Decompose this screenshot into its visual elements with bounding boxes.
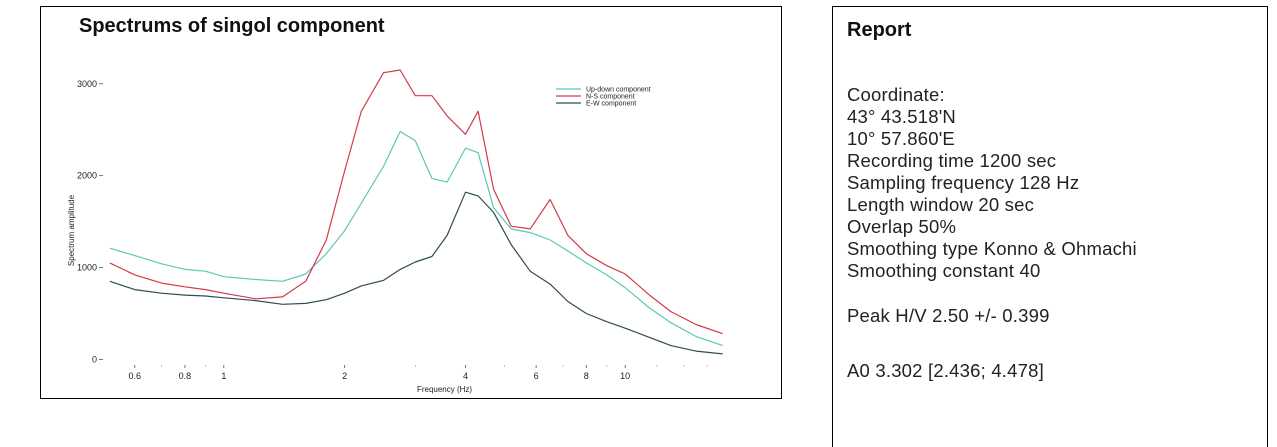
x-tick-label: 4 [463,371,468,381]
y-tick-label: 3000 [77,79,97,89]
report-line: Smoothing type Konno & Ohmachi [847,238,1137,259]
x-axis-label: Frequency (Hz) [417,385,472,394]
legend-entry: Up-down component [586,87,651,94]
report-panel: Report Coordinate: 43° 43.518'N 10° 57.860… [832,6,1268,447]
report-line: 43° 43.518'N [847,106,956,127]
report-line: Peak H/V 2.50 +/- 0.399 [847,305,1050,326]
report-line: Coordinate: [847,84,945,105]
series-line-2 [109,69,723,335]
spectrum-chart: 0 1000 2000 3000 0.6 0.8 1 2 4 6 8 10 Frequency (Hz)… [67,69,723,394]
report-title: Report [847,19,912,41]
report-line: 10° 57.860'E [847,128,955,149]
y-tick-label: 2000 [77,171,97,181]
report-line: Length window 20 sec [847,194,1035,215]
x-tick-label: 2 [342,371,347,381]
x-tick-label: 0.8 [179,371,192,381]
report-line: Sampling frequency 128 Hz [847,172,1080,193]
report-line: Overlap 50% [847,216,957,237]
legend-entry: E-W component [586,101,636,108]
y-axis-label: Spectrum amplitude [67,194,76,266]
chart-title: Spectrums of singol component [79,15,385,37]
x-tick-label: 8 [584,371,589,381]
report-line: Recording time 1200 sec [847,150,1057,171]
series-line-3 [109,191,723,355]
x-tick-label: 1 [221,371,226,381]
x-tick-label: 6 [534,371,539,381]
report-line: Smoothing constant 40 [847,260,1041,281]
legend-entry: N-S component [586,94,635,101]
series-line-1 [109,130,723,347]
x-tick-label: 0.6 [129,371,142,381]
x-tick-label: 10 [620,371,630,381]
report-line: A0 3.302 [2.436; 4.478] [847,360,1044,381]
y-tick-label: 0 [92,354,97,364]
y-tick-label: 1000 [77,263,97,273]
spectrum-chart-panel: Spectrums of singol component 0 1000 2000 3… [40,6,782,399]
